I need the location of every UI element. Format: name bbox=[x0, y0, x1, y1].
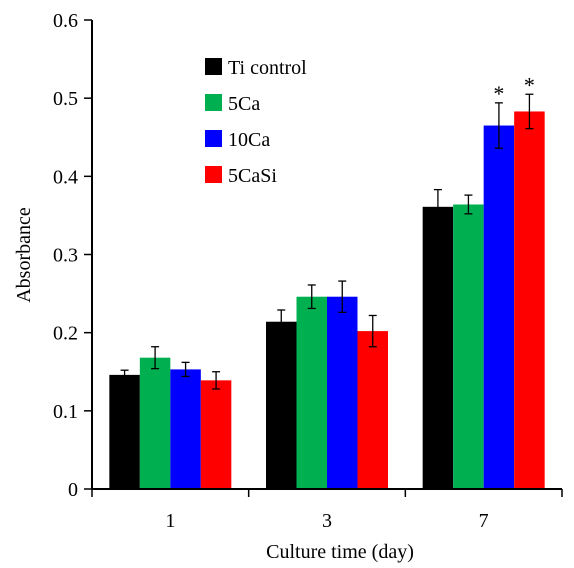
significance-asterisk: * bbox=[493, 81, 504, 106]
legend-label: 5CaSi bbox=[228, 165, 277, 187]
x-tick-label: 1 bbox=[165, 510, 175, 532]
legend-swatch-10ca bbox=[205, 130, 222, 147]
bar-5ca-day-1 bbox=[139, 357, 171, 489]
bar-ti-control-day-1 bbox=[109, 374, 140, 489]
y-tick-label: 0.1 bbox=[53, 401, 78, 423]
bar-5casi-day-3 bbox=[357, 331, 388, 489]
bar-5ca-day-3 bbox=[296, 296, 327, 489]
legend-swatch-ti-control bbox=[205, 58, 222, 75]
bars-layer bbox=[109, 93, 545, 490]
legend-swatch-5ca bbox=[205, 94, 222, 111]
y-tick-label: 0.3 bbox=[53, 245, 78, 267]
bar-10ca-day-1 bbox=[170, 369, 201, 489]
bar-5ca-day-7 bbox=[453, 204, 484, 489]
y-axis-title: Absorbance bbox=[13, 207, 35, 303]
bar-5casi-day-7 bbox=[514, 111, 545, 489]
bar-ti-control-day-7 bbox=[422, 206, 454, 489]
x-axis-title: Culture time (day) bbox=[266, 541, 414, 563]
bar-5casi-day-1 bbox=[200, 380, 232, 489]
significance-markers: * * bbox=[493, 72, 535, 106]
significance-asterisk: * bbox=[524, 72, 535, 97]
bar-10ca-day-7 bbox=[483, 125, 515, 490]
legend-label: 10Ca bbox=[228, 129, 270, 151]
legend: Ti control 5Ca 10Ca 5CaSi bbox=[205, 57, 307, 187]
x-tick-label: 3 bbox=[322, 510, 332, 532]
bar-ti-control-day-3 bbox=[266, 321, 297, 489]
y-tick-label: 0.4 bbox=[53, 166, 78, 188]
legend-swatch-5casi bbox=[205, 166, 222, 183]
y-tick-label: 0 bbox=[68, 479, 78, 501]
y-tick-label: 0.5 bbox=[53, 88, 78, 110]
y-tick-label: 0.6 bbox=[53, 10, 78, 32]
bar-10ca-day-3 bbox=[327, 296, 358, 489]
y-tick-label: 0.2 bbox=[53, 323, 78, 345]
x-tick-label: 7 bbox=[479, 510, 489, 532]
x-ticks: 1 3 7 bbox=[91, 489, 563, 532]
legend-label: 5Ca bbox=[228, 93, 260, 115]
y-ticks: 0 0.1 0.2 0.3 0.4 0.5 0.6 bbox=[53, 10, 92, 501]
legend-label: Ti control bbox=[228, 57, 307, 79]
